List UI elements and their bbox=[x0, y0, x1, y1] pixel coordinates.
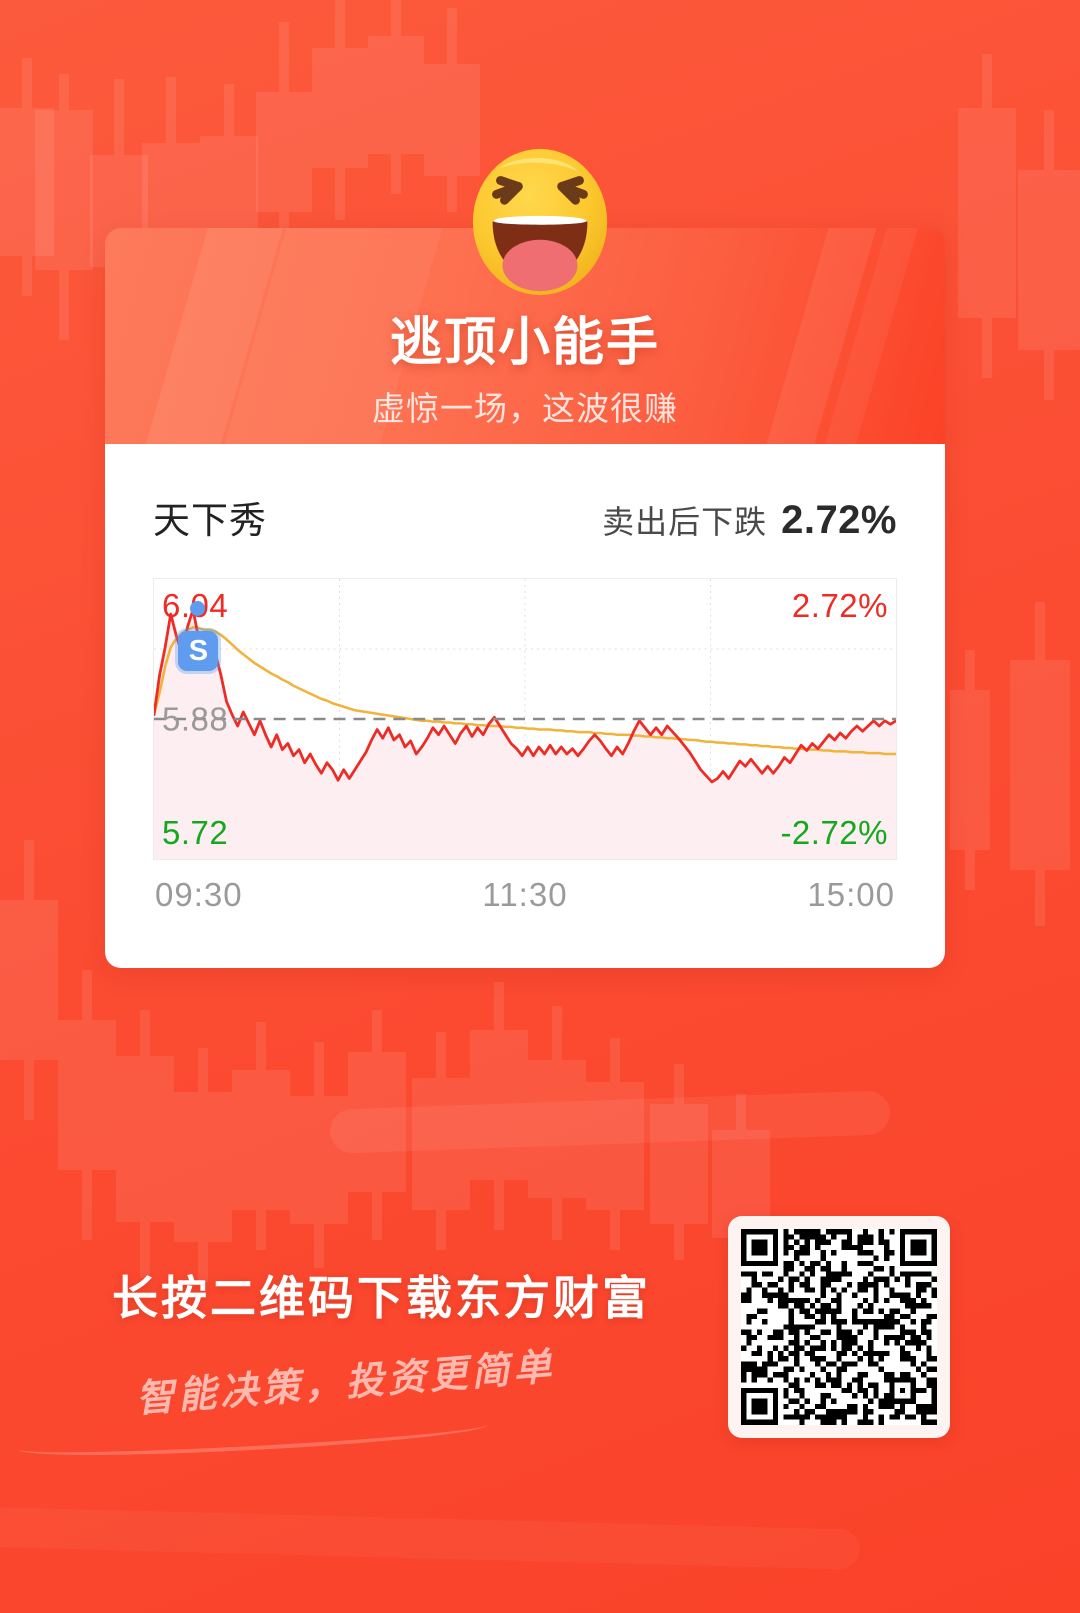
stock-name: 天下秀 bbox=[153, 500, 267, 541]
bg-candle bbox=[58, 970, 116, 1240]
bg-candle bbox=[470, 982, 528, 1230]
page-subtitle: 虚惊一场，这波很赚 bbox=[372, 390, 678, 427]
sell-point-marker[interactable]: S bbox=[178, 631, 219, 672]
bg-candle bbox=[116, 1010, 174, 1278]
qr-code-card[interactable] bbox=[728, 1216, 950, 1438]
download-cta-text: 长按二维码下载东方财富 bbox=[112, 1272, 651, 1324]
intraday-chart[interactable]: 6.04 2.72% 5.88 5.72 -2.72% S bbox=[153, 578, 897, 860]
bg-candle bbox=[650, 1064, 708, 1260]
bg-candle bbox=[290, 1042, 348, 1268]
bg-candle bbox=[528, 1006, 586, 1240]
x-axis-end: 15:00 bbox=[807, 876, 895, 913]
bg-candle bbox=[35, 74, 93, 340]
page-title: 逃顶小能手 bbox=[389, 313, 660, 372]
change-value: 2.72% bbox=[781, 498, 897, 542]
bg-candle bbox=[1018, 110, 1080, 400]
bg-candle bbox=[424, 8, 480, 212]
bg-candle bbox=[586, 1038, 644, 1250]
cta-block: 长按二维码下载东方财富 智能决策，投资更简单 bbox=[112, 1262, 672, 1423]
chart-low-percent: -2.72% bbox=[780, 814, 888, 851]
brand-slogan: 智能决策，投资更简单 bbox=[134, 1346, 557, 1421]
chart-mid-price: 5.88 bbox=[162, 700, 229, 738]
change-label: 卖出后下跌 bbox=[602, 504, 768, 540]
bg-candle bbox=[0, 840, 58, 1120]
chart-x-axis: 09:30 11:30 15:00 bbox=[153, 876, 897, 914]
x-axis-start: 09:30 bbox=[155, 876, 243, 913]
x-axis-middle: 11:30 bbox=[482, 876, 568, 913]
stock-summary-row: 天下秀 卖出后下跌 2.72% bbox=[153, 490, 897, 544]
bg-candle bbox=[1010, 602, 1070, 926]
bg-candle bbox=[232, 1022, 290, 1250]
chart-low-price: 5.72 bbox=[162, 814, 229, 851]
bg-candle bbox=[412, 1032, 470, 1250]
header-text-group: 逃顶小能手 虚惊一场，这波很赚 bbox=[105, 314, 945, 430]
bg-swoosh bbox=[0, 1506, 860, 1570]
bg-candle bbox=[256, 22, 312, 258]
chart-high-percent: 2.72% bbox=[791, 587, 888, 624]
bg-candle bbox=[958, 54, 1016, 378]
stock-change-group: 卖出后下跌 2.72% bbox=[602, 497, 897, 543]
promo-card: 逃顶小能手 虚惊一场，这波很赚 天下秀 卖出后下跌 2.72% bbox=[105, 228, 945, 968]
download-qr-code[interactable] bbox=[741, 1229, 937, 1425]
bg-candle bbox=[950, 650, 990, 890]
bg-candle bbox=[348, 1010, 406, 1240]
bg-candle bbox=[312, 0, 368, 220]
bg-candle bbox=[0, 58, 54, 296]
sell-marker-pin bbox=[190, 601, 206, 617]
chart-canvas bbox=[154, 579, 896, 859]
bg-candle bbox=[368, 0, 424, 194]
laughing-face-emoji bbox=[472, 148, 608, 296]
card-body: 天下秀 卖出后下跌 2.72% bbox=[105, 444, 945, 968]
bg-candle bbox=[174, 1048, 232, 1282]
